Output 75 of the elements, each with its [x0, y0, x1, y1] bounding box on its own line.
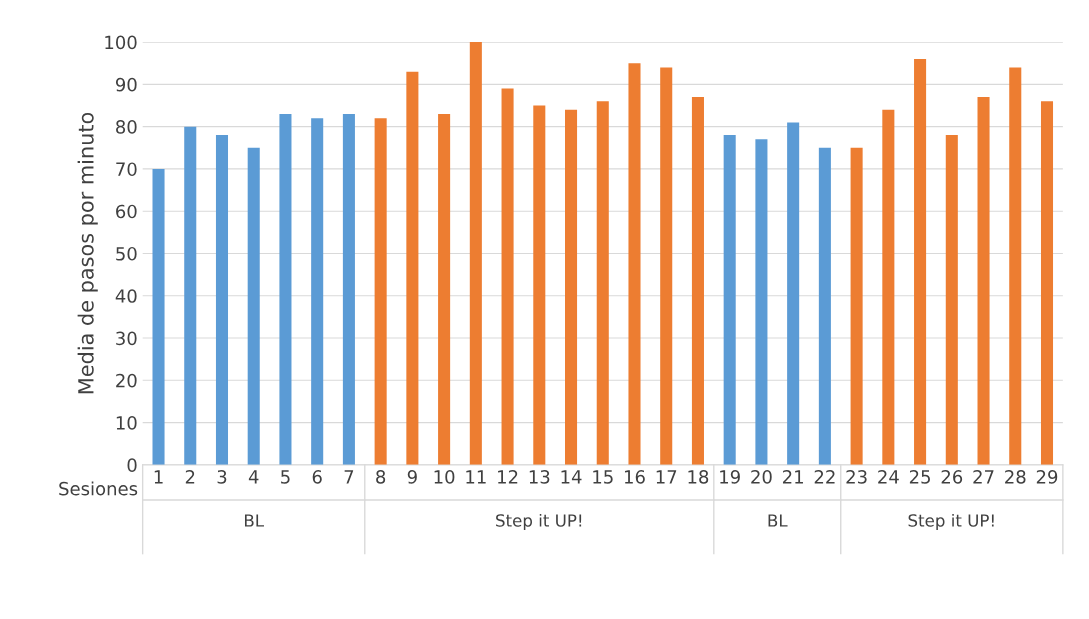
bar: [850, 147, 863, 465]
x-tick-label: 9: [407, 470, 417, 484]
bar: [438, 113, 451, 465]
x-tick-label: 20: [751, 470, 772, 484]
bar: [787, 122, 800, 465]
bar: [279, 113, 292, 465]
y-tick-label: 30: [116, 331, 137, 346]
text: Step it UP!: [908, 513, 994, 531]
bar: [501, 88, 514, 465]
bar: [660, 67, 673, 465]
bar: [184, 126, 197, 465]
bar: [818, 147, 831, 465]
bar: [406, 71, 419, 465]
x-tick-label: 3: [217, 470, 227, 484]
x-tick-label: 29: [1036, 470, 1058, 484]
x-tick-label: 21: [782, 470, 803, 484]
bar: [755, 139, 768, 465]
bar: [533, 105, 546, 465]
x-tick-label: 4: [248, 470, 259, 484]
bar: [914, 59, 927, 465]
bar: [311, 118, 324, 465]
text: Step it UP!: [496, 513, 582, 531]
bar: [945, 135, 958, 465]
x-tick-label: 1: [154, 470, 163, 484]
x-axis-title: Sesiones: [59, 481, 138, 496]
bar: [596, 101, 609, 465]
bar: [152, 168, 165, 465]
bar: [882, 109, 895, 465]
bar: [215, 135, 229, 465]
y-tick-label: 70: [116, 162, 137, 177]
x-tick-label: 13: [529, 470, 550, 484]
bar: [1040, 101, 1054, 465]
x-tick-label: 2: [185, 470, 195, 484]
x-tick-label: 16: [624, 470, 645, 484]
x-tick-label: 6: [312, 470, 322, 484]
bar: [374, 118, 387, 465]
bar: [247, 147, 260, 465]
x-tick-label: 11: [466, 470, 486, 484]
x-tick-label: 22: [814, 470, 835, 484]
bar: [469, 42, 482, 465]
x-tick-label: 14: [561, 470, 582, 484]
text: BL: [768, 514, 788, 527]
text: BL: [244, 514, 264, 527]
y-tick-label: 20: [116, 373, 137, 388]
bar: [628, 63, 641, 465]
x-tick-label: 27: [973, 470, 994, 484]
x-tick-label: 15: [593, 470, 613, 484]
y-tick-label: 100: [105, 35, 137, 50]
y-tick-label: 40: [115, 289, 137, 303]
x-tick-label: 7: [344, 470, 354, 484]
bar: [691, 97, 704, 465]
bar: [723, 135, 736, 465]
y-axis-title: Media de pasos por minuto: [77, 112, 98, 394]
x-tick-label: 17: [656, 470, 677, 484]
y-tick-label: 10: [116, 416, 137, 430]
y-tick-label: 0: [127, 458, 137, 472]
y-tick-label: 90: [115, 77, 137, 92]
y-tick-label: 60: [116, 204, 137, 219]
x-tick-label: 25: [909, 470, 930, 484]
y-tick-label: 80: [116, 120, 137, 134]
x-tick-label: 28: [1005, 470, 1026, 484]
bar: [342, 113, 355, 465]
x-tick-label: 23: [846, 470, 867, 484]
y-tick-label: 50: [116, 246, 137, 261]
x-tick-label: 8: [376, 470, 386, 484]
x-tick-label: 19: [720, 470, 740, 484]
x-tick-label: 10: [434, 470, 455, 484]
bar: [565, 109, 578, 465]
bar: [1009, 67, 1022, 465]
x-tick-label: 5: [281, 470, 290, 484]
x-tick-label: 18: [688, 470, 709, 484]
x-tick-label: 26: [941, 470, 963, 484]
bar: [977, 97, 990, 465]
x-tick-label: 12: [498, 470, 518, 484]
x-tick-label: 24: [878, 470, 899, 484]
